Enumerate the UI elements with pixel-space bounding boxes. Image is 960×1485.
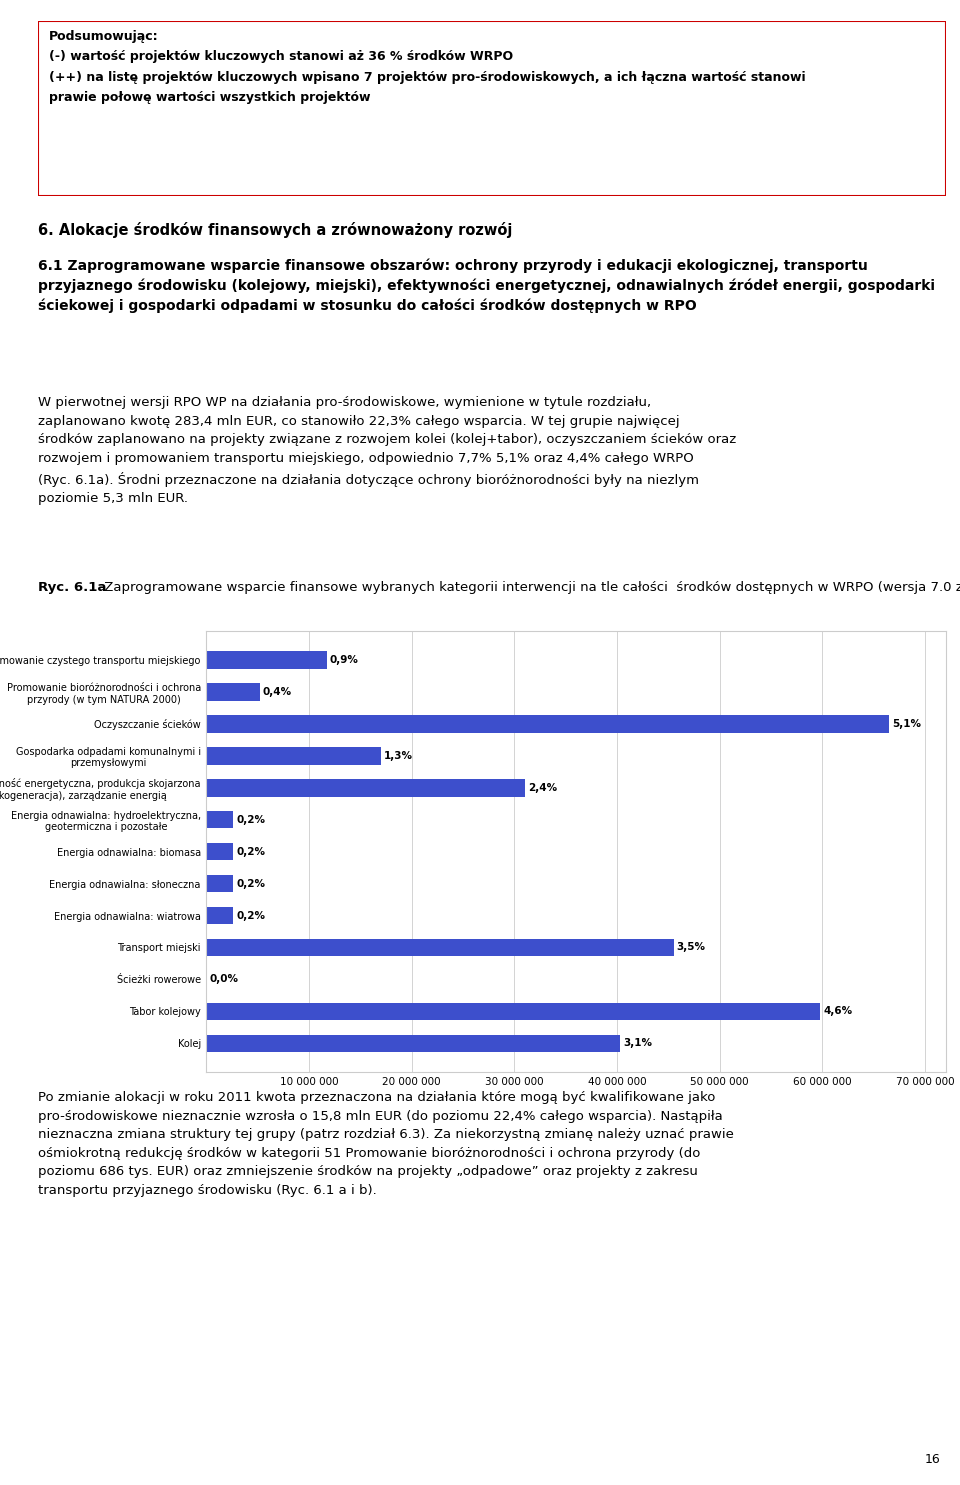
Text: Podsumowując:
(-) wartość projektów kluczowych stanowi aż 36 % środków WRPO
(++): Podsumowując: (-) wartość projektów kluc…	[49, 30, 805, 104]
Bar	[206, 747, 381, 765]
Bar	[206, 907, 233, 924]
Bar	[206, 1035, 620, 1051]
Text: W pierwotnej wersji RPO WP na działania pro-środowiskowe, wymienione w tytule ro: W pierwotnej wersji RPO WP na działania …	[38, 396, 736, 505]
Text: 3,1%: 3,1%	[623, 1038, 652, 1048]
Text: 0,2%: 0,2%	[236, 879, 265, 888]
Text: 4,6%: 4,6%	[824, 1007, 852, 1016]
Bar	[206, 811, 233, 829]
Text: 6. Alokacje środków finansowych a zrównoważony rozwój: 6. Alokacje środków finansowych a zrówno…	[38, 223, 513, 238]
Text: 5,1%: 5,1%	[892, 719, 922, 729]
Text: 0,0%: 0,0%	[209, 974, 238, 985]
Bar	[206, 650, 326, 668]
FancyBboxPatch shape	[38, 21, 946, 196]
Bar	[206, 1002, 821, 1020]
Text: Ryc. 6.1a: Ryc. 6.1a	[38, 581, 107, 594]
Text: 2,4%: 2,4%	[528, 783, 557, 793]
Text: 0,9%: 0,9%	[329, 655, 358, 665]
Text: 16: 16	[925, 1452, 941, 1466]
Text: 0,2%: 0,2%	[236, 815, 265, 824]
Bar	[206, 780, 525, 796]
Bar	[206, 875, 233, 892]
Text: 0,2%: 0,2%	[236, 846, 265, 857]
Text: 6.1 Zaprogramowane wsparcie finansowe obszarów: ochrony przyrody i edukacji ekol: 6.1 Zaprogramowane wsparcie finansowe ob…	[38, 258, 935, 313]
Text: 0,2%: 0,2%	[236, 910, 265, 921]
Text: Po zmianie alokacji w roku 2011 kwota przeznaczona na działania które mogą być k: Po zmianie alokacji w roku 2011 kwota pr…	[38, 1091, 734, 1197]
Text: Zaprogramowane wsparcie finansowe wybranych kategorii interwencji na tle całości: Zaprogramowane wsparcie finansowe wybran…	[100, 581, 960, 594]
Text: 0,4%: 0,4%	[263, 688, 292, 696]
Text: 3,5%: 3,5%	[677, 943, 706, 952]
Text: 1,3%: 1,3%	[384, 751, 413, 760]
Bar	[206, 843, 233, 860]
Bar	[206, 716, 889, 732]
Bar	[206, 683, 260, 701]
Bar	[206, 939, 674, 956]
